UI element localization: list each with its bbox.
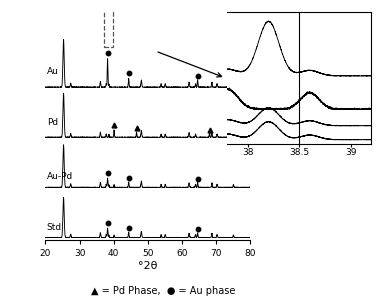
Text: ▲ = Pd Phase,  ● = Au phase: ▲ = Pd Phase, ● = Au phase	[91, 286, 235, 296]
Text: Au: Au	[47, 67, 59, 76]
Text: Pd: Pd	[47, 118, 58, 127]
Text: Au-Pd: Au-Pd	[47, 172, 73, 181]
Text: Std: Std	[47, 223, 62, 232]
X-axis label: °2θ: °2θ	[138, 261, 158, 271]
Bar	[104, 0, 113, 47]
